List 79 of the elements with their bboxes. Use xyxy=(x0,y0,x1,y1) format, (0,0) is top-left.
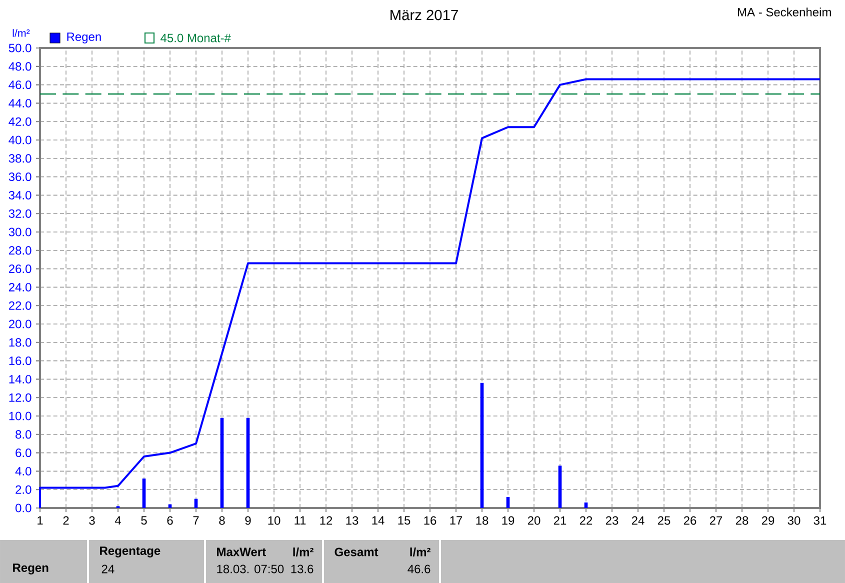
y-tick-label: 40.0 xyxy=(8,136,32,144)
legend-label: Regen xyxy=(67,32,101,44)
bar xyxy=(480,382,484,508)
x-tick-label: 23 xyxy=(606,516,618,525)
bar xyxy=(558,466,562,508)
y-tick-label: 38.0 xyxy=(8,154,32,163)
x-tick-label: 25 xyxy=(658,516,670,525)
x-tick-label: 17 xyxy=(450,516,462,525)
y-tick-label: 10.0 xyxy=(9,412,32,420)
y-tick-label: 2.0 xyxy=(16,485,32,494)
y-tick-label: 46.0 xyxy=(8,80,32,90)
y-axis-title: l/m² xyxy=(12,29,30,37)
text: Gesamt xyxy=(334,548,378,556)
y-tick-label: 18.0 xyxy=(9,338,32,347)
x-tick-label: 21 xyxy=(554,516,566,525)
bar xyxy=(246,418,250,508)
text: l/m² xyxy=(410,548,430,556)
y-tick-label: 4.0 xyxy=(15,466,32,476)
y-tick-label: 24.0 xyxy=(8,282,32,292)
y-tick-label: 26.0 xyxy=(8,264,32,274)
x-tick-label: 20 xyxy=(528,516,540,525)
x-tick-label: 7 xyxy=(193,516,199,525)
x-tick-label: 5 xyxy=(141,516,147,525)
y-tick-label: 48.0 xyxy=(8,62,32,71)
x-tick-label: 28 xyxy=(736,516,748,525)
x-tick-label: 1 xyxy=(38,516,43,525)
y-tick-label: 0.0 xyxy=(16,504,32,512)
x-tick-label: 9 xyxy=(245,516,251,525)
x-tick-label: 31 xyxy=(814,516,826,525)
x-tick-label: 8 xyxy=(219,516,225,525)
x-tick-label: 30 xyxy=(788,516,800,525)
text: 24 xyxy=(102,564,114,574)
x-tick-label: 16 xyxy=(424,516,436,525)
x-tick-label: 4 xyxy=(114,516,121,525)
y-tick-label: 22.0 xyxy=(8,301,32,310)
x-tick-label: 29 xyxy=(762,516,774,525)
text: Regentage xyxy=(100,546,160,558)
y-tick-label: 34.0 xyxy=(8,190,32,200)
line-series xyxy=(39,78,822,509)
x-tick-label: 12 xyxy=(320,516,332,525)
text: MaxWert xyxy=(217,548,266,556)
x-tick-label: 6 xyxy=(167,516,173,525)
y-tick-label: 8.0 xyxy=(16,430,32,439)
text: 13.6 xyxy=(291,564,314,574)
legend-label: 45.0 Monat-# xyxy=(160,34,231,42)
x-tick-label: 22 xyxy=(580,516,592,525)
x-tick-label: 13 xyxy=(346,516,358,525)
x-tick-label: 14 xyxy=(372,516,384,525)
x-tick-label: 10 xyxy=(268,516,280,525)
y-tick-label: 14.0 xyxy=(9,374,32,384)
bar xyxy=(506,496,510,508)
x-tick-label: 26 xyxy=(684,516,696,525)
y-tick-label: 16.0 xyxy=(9,356,32,366)
x-tick-label: 19 xyxy=(502,516,514,525)
x-tick-label: 18 xyxy=(476,516,488,525)
y-tick-label: 30.0 xyxy=(8,228,32,236)
text: l/m² xyxy=(293,548,314,556)
chart-subtitle: MA - Seckenheim xyxy=(738,8,831,16)
y-tick-label: 44.0 xyxy=(8,98,32,108)
y-tick-label: 50.0 xyxy=(8,44,32,52)
text: 46.6 xyxy=(408,564,430,574)
bar xyxy=(220,418,224,508)
y-tick-label: 36.0 xyxy=(8,172,32,182)
bar xyxy=(142,478,146,508)
text: 18.03. 07:50 xyxy=(217,564,284,574)
y-tick-label: 20.0 xyxy=(8,320,32,328)
y-tick-label: 32.0 xyxy=(8,209,32,218)
x-tick-label: 3 xyxy=(89,516,95,525)
x-tick-label: 27 xyxy=(710,516,722,525)
y-tick-label: 12.0 xyxy=(9,393,32,402)
y-tick-label: 42.0 xyxy=(8,117,32,126)
y-tick-label: 28.0 xyxy=(8,246,32,255)
x-tick-label: 11 xyxy=(294,516,306,525)
x-tick-label: 15 xyxy=(398,516,410,525)
text: Regen xyxy=(13,564,48,574)
chart-title: März 2017 xyxy=(390,10,458,20)
x-tick-label: 24 xyxy=(632,516,644,525)
x-tick-label: 2 xyxy=(63,516,69,525)
y-tick-label: 6.0 xyxy=(16,448,32,458)
